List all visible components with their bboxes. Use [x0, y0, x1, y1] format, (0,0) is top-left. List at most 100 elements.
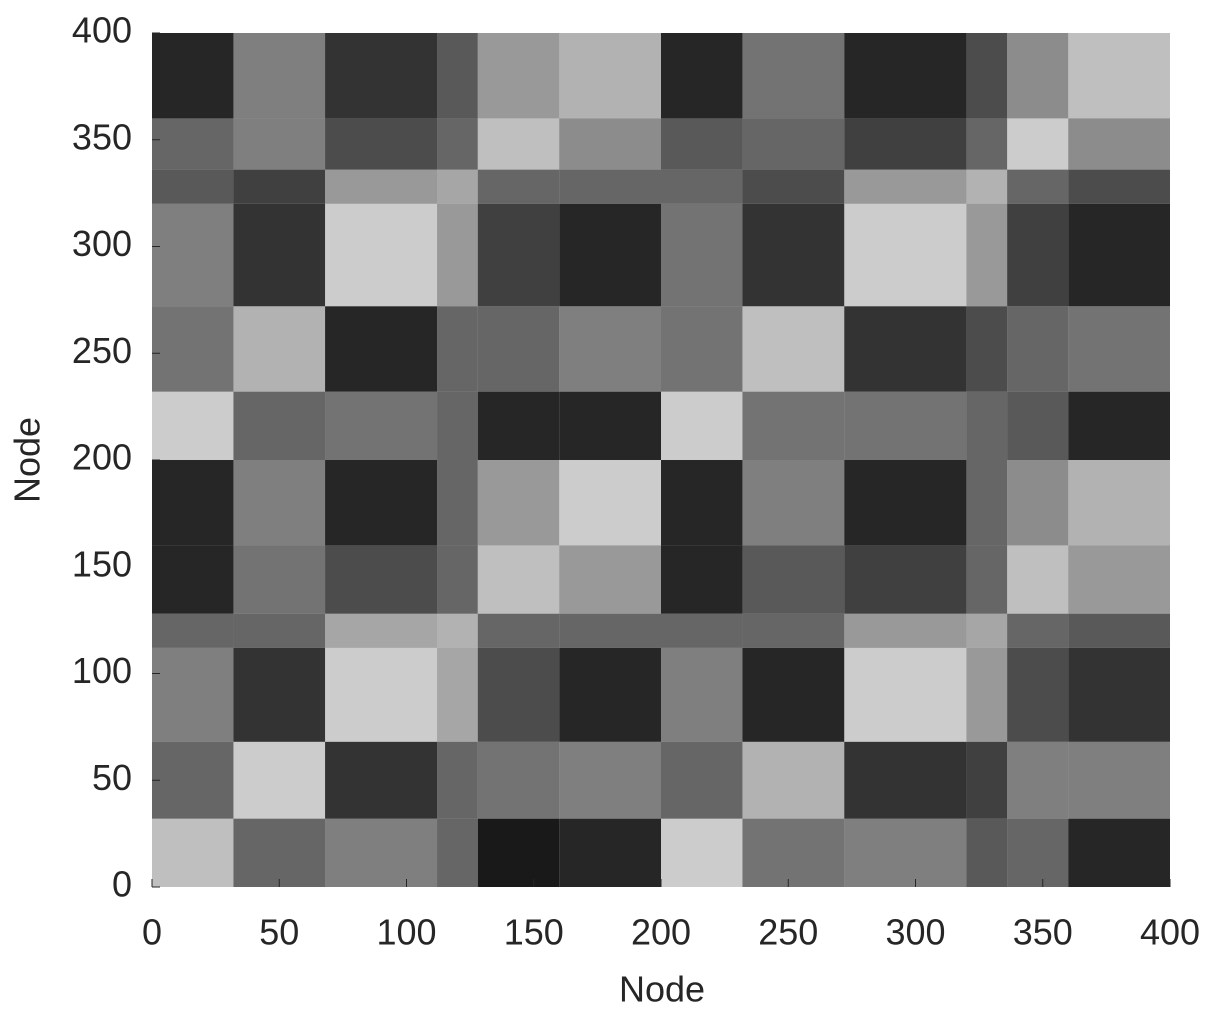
cell [1007, 391, 1069, 460]
cell [966, 203, 1008, 307]
cell [233, 545, 326, 614]
cell [559, 306, 661, 392]
cell [1007, 647, 1069, 742]
cell [742, 647, 845, 742]
cell [1068, 613, 1170, 648]
cell [152, 647, 234, 742]
cell [559, 118, 661, 170]
cell [844, 203, 967, 307]
cell [477, 33, 560, 119]
cell [1007, 306, 1069, 392]
cell [844, 818, 967, 887]
cell [152, 545, 234, 614]
x-tick-label: 0 [142, 912, 162, 953]
cell [661, 118, 743, 170]
y-tick-label: 150 [72, 543, 132, 584]
cell [477, 741, 560, 819]
cell [661, 545, 743, 614]
y-axis-label: Node [7, 417, 48, 503]
cell [742, 306, 845, 392]
cell [559, 33, 661, 119]
cell [844, 647, 967, 742]
cell [325, 203, 438, 307]
x-tick-label: 50 [259, 912, 299, 953]
cell [477, 613, 560, 648]
cell [325, 818, 438, 887]
cell [477, 647, 560, 742]
x-tick-label: 100 [376, 912, 436, 953]
cell [844, 306, 967, 392]
cell [742, 460, 845, 546]
cell [844, 613, 967, 648]
cell [742, 203, 845, 307]
cell [661, 741, 743, 819]
cell [742, 169, 845, 204]
cell [1007, 203, 1069, 307]
cell [437, 818, 478, 887]
cell [152, 460, 234, 546]
cell [152, 818, 234, 887]
cell [477, 306, 560, 392]
cell [966, 33, 1008, 119]
cell [742, 741, 845, 819]
cell [152, 613, 234, 648]
x-tick-label: 350 [1013, 912, 1073, 953]
cell [844, 169, 967, 204]
cell [559, 391, 661, 460]
cell [437, 613, 478, 648]
cell [844, 545, 967, 614]
cell [437, 545, 478, 614]
cell [1068, 818, 1170, 887]
cell [1068, 460, 1170, 546]
cell [844, 33, 967, 119]
cell [325, 391, 438, 460]
cell [233, 203, 326, 307]
cell [1007, 741, 1069, 819]
cell [325, 306, 438, 392]
y-tick-label: 0 [112, 864, 132, 905]
cell [559, 169, 661, 204]
cell [742, 118, 845, 170]
cell [152, 741, 234, 819]
cell [477, 391, 560, 460]
y-tick-label: 350 [72, 116, 132, 157]
cell [742, 33, 845, 119]
cell [325, 33, 438, 119]
cell [233, 391, 326, 460]
cell [233, 818, 326, 887]
cell [661, 818, 743, 887]
cell [1007, 545, 1069, 614]
cell [233, 306, 326, 392]
cell [844, 460, 967, 546]
cell [966, 647, 1008, 742]
cell [152, 33, 234, 119]
cell [152, 118, 234, 170]
cell [1068, 391, 1170, 460]
cell [966, 391, 1008, 460]
cell [966, 306, 1008, 392]
cell [559, 203, 661, 307]
cell [325, 118, 438, 170]
cell [233, 460, 326, 546]
cell [966, 169, 1008, 204]
cell [437, 647, 478, 742]
cell [1007, 460, 1069, 546]
cell [661, 169, 743, 204]
cell [844, 741, 967, 819]
y-tick-label: 100 [72, 650, 132, 691]
cell [233, 741, 326, 819]
cell [477, 118, 560, 170]
x-tick-label: 400 [1140, 912, 1200, 953]
x-tick-label: 250 [758, 912, 818, 953]
cell [661, 203, 743, 307]
cell [325, 647, 438, 742]
cell [844, 391, 967, 460]
y-tick-label: 250 [72, 330, 132, 371]
cell [437, 306, 478, 392]
cell [742, 613, 845, 648]
y-tick-label: 50 [92, 757, 132, 798]
cell [477, 818, 560, 887]
cell [966, 460, 1008, 546]
